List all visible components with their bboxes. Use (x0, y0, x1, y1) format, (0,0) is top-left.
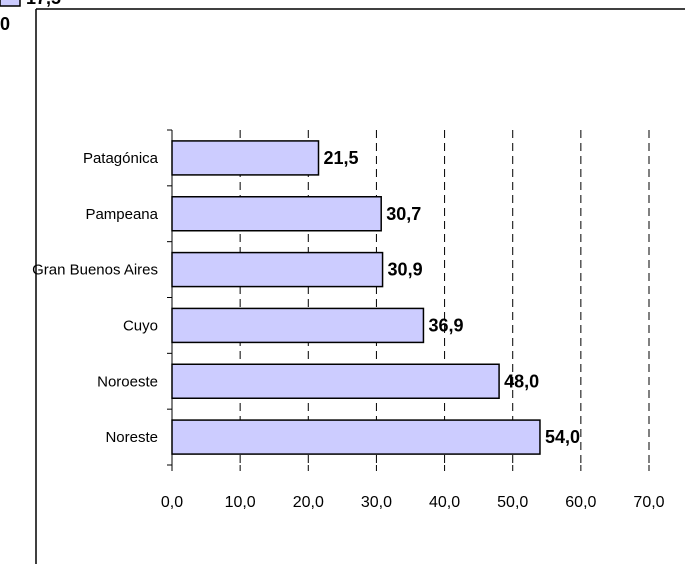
category-label: Noreste (105, 429, 158, 446)
bar (171, 307, 425, 344)
data-label: 48,0 (504, 371, 539, 391)
bars-layer: 21,5 30,7 30,9 36,9 48,0 54,0 (171, 140, 580, 455)
category-label: Cuyo (123, 317, 158, 334)
category-label: Pampeana (85, 206, 158, 223)
x-tick-label: 10,0 (225, 494, 256, 511)
grid-layer (239, 130, 650, 465)
legend-swatch-fragment (0, 0, 21, 7)
x-tick-label: 30,0 (361, 494, 392, 511)
bar (171, 140, 320, 176)
x-tick-label: 50,0 (497, 494, 528, 511)
bar (171, 251, 384, 288)
data-label: 36,9 (428, 315, 463, 335)
category-label: Gran Buenos Aires (32, 262, 158, 279)
bar (171, 363, 500, 399)
data-label: 30,7 (386, 204, 421, 224)
category-label: Noroeste (97, 373, 158, 390)
axes-layer: 0,0 10,0 20,0 30,0 40,0 50,0 60,0 70,0 Patagónic… (32, 129, 665, 511)
x-tick-label: 40,0 (429, 494, 460, 511)
bar (171, 419, 541, 455)
data-label: 30,9 (388, 260, 423, 280)
top-fragment-label: 17,5 (26, 0, 61, 8)
x-tick-label: 70,0 (633, 494, 664, 511)
x-tick-label: 60,0 (565, 494, 596, 511)
data-label: 54,0 (545, 427, 580, 447)
x-tick-label: 0,0 (161, 494, 183, 511)
x-tick-label: 20,0 (293, 494, 324, 511)
bar (171, 196, 382, 232)
category-label: Patagónica (83, 150, 159, 167)
left-fragment-label: 0 (0, 14, 10, 34)
data-label: 21,5 (324, 148, 359, 168)
